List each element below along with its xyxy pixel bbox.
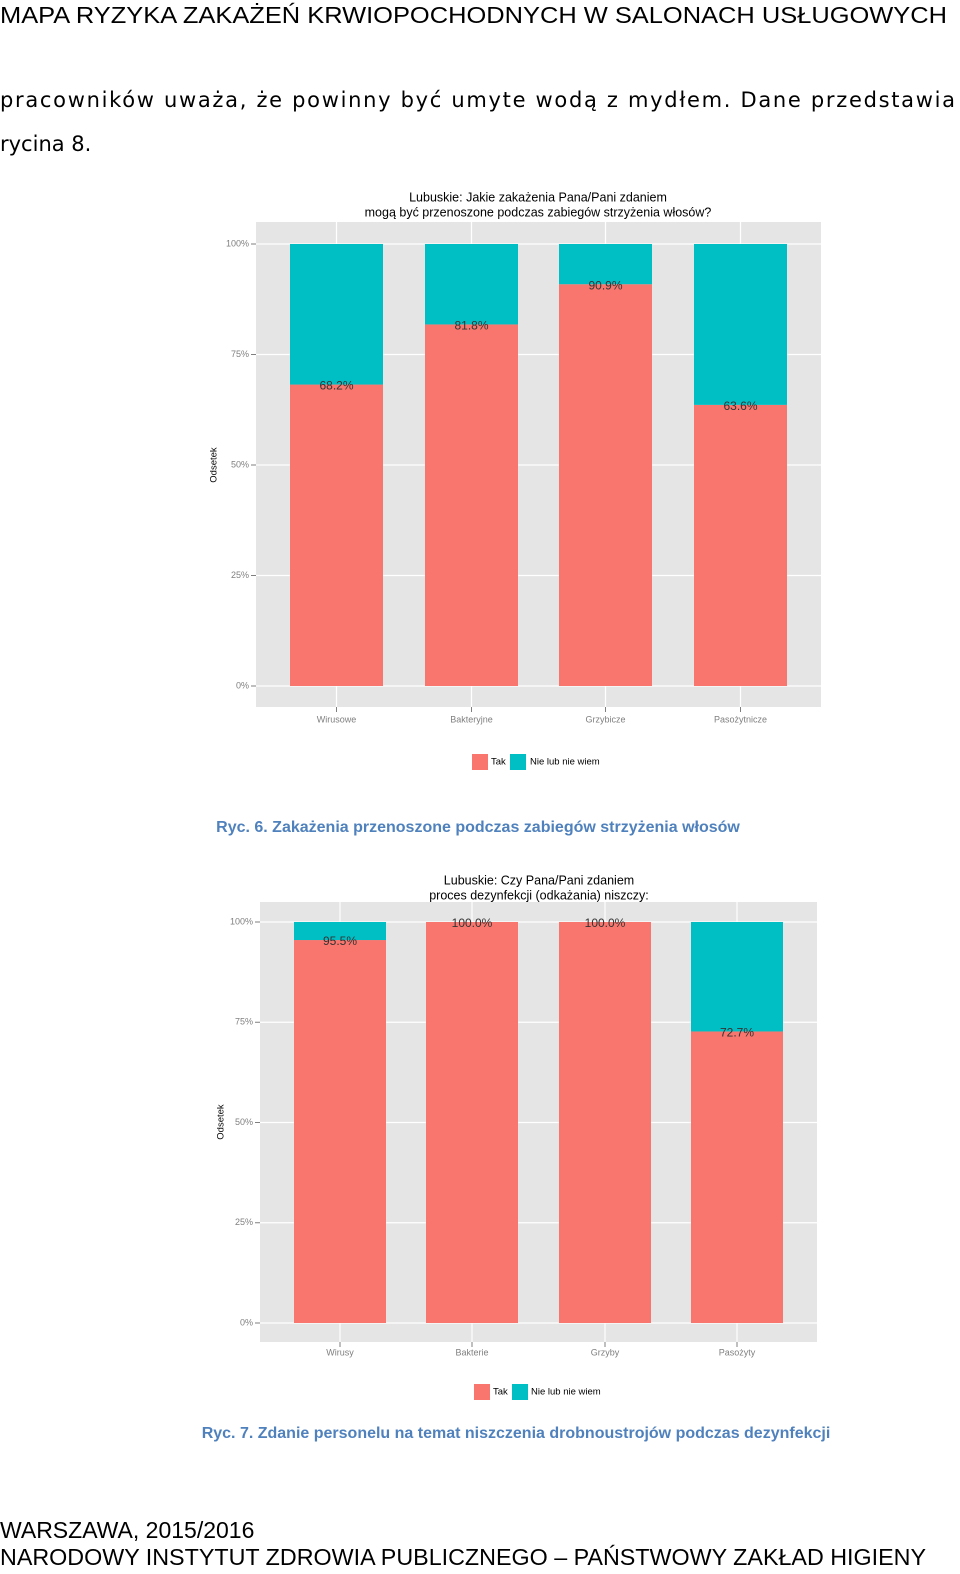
- legend-label: Nie lub nie wiem: [530, 757, 600, 768]
- bar-segment: [290, 384, 383, 686]
- bar-segment: [426, 922, 518, 1323]
- y-tick-label: 50%: [235, 1117, 253, 1127]
- value-label: 63.6%: [723, 399, 757, 413]
- value-label: 68.2%: [319, 379, 353, 393]
- legend-swatch: [510, 754, 526, 770]
- x-tick-label: Grzybicze: [585, 714, 625, 724]
- y-tick-label: 100%: [230, 916, 253, 926]
- x-tick-label: Wirusowe: [317, 714, 357, 724]
- bar-segment: [425, 324, 518, 686]
- y-tick-label: 25%: [235, 1217, 253, 1227]
- x-tick-label: Pasożyty: [719, 1347, 756, 1357]
- bar-segment: [425, 244, 518, 325]
- bar-segment: [294, 922, 386, 941]
- y-axis-label: Odsetek: [216, 1104, 227, 1140]
- bar-segment: [294, 940, 386, 1323]
- value-label: 81.8%: [454, 319, 488, 333]
- bar-segment: [559, 284, 652, 686]
- legend-swatch: [474, 1384, 490, 1400]
- value-label: 100.0%: [452, 916, 493, 930]
- y-tick-label: 75%: [231, 349, 249, 359]
- y-tick-label: 0%: [240, 1317, 253, 1327]
- value-label: 72.7%: [720, 1026, 754, 1040]
- x-tick-label: Bakterie: [455, 1347, 488, 1357]
- bar-segment: [559, 244, 652, 285]
- running-header: MAPA RYZYKA ZAKAŻEŃ KRWIOPOCHODNYCH W SA…: [0, 2, 947, 28]
- y-tick-label: 50%: [231, 459, 249, 469]
- value-label: 100.0%: [585, 916, 626, 930]
- legend-label: Nie lub nie wiem: [531, 1387, 601, 1398]
- legend-swatch: [512, 1384, 528, 1400]
- x-tick-label: Grzyby: [591, 1347, 620, 1357]
- chart-title: Lubuskie: Jakie zakażenia Pana/Pani zdan…: [409, 190, 667, 204]
- x-tick-label: Bakteryjne: [450, 714, 493, 724]
- y-axis-label: Odsetek: [209, 447, 220, 483]
- footer-line: WARSZAWA, 2015/2016: [0, 1517, 254, 1543]
- bar-segment: [691, 1031, 783, 1323]
- legend-swatch: [472, 754, 488, 770]
- y-tick-label: 100%: [226, 238, 249, 248]
- figure-caption: Ryc. 7. Zdanie personelu na temat niszcz…: [202, 1425, 831, 1442]
- bar-segment: [559, 922, 651, 1323]
- legend-label: Tak: [493, 1387, 508, 1398]
- bar-segment: [290, 244, 383, 385]
- chart-title: proces dezynfekcji (odkażania) niszczy:: [429, 888, 649, 902]
- value-label: 90.9%: [588, 278, 622, 292]
- bar-segment: [691, 922, 783, 1032]
- y-tick-label: 0%: [236, 680, 249, 690]
- paragraph-line: rycina 8.: [0, 132, 91, 156]
- figure-caption: Ryc. 6. Zakażenia przenoszone podczas za…: [216, 819, 740, 836]
- chart-title: Lubuskie: Czy Pana/Pani zdaniem: [444, 873, 634, 887]
- chart-title: mogą być przenoszone podczas zabiegów st…: [365, 205, 712, 219]
- paragraph-line: pracowników uważa, że powinny być umyte …: [0, 88, 955, 112]
- bar-segment: [694, 404, 787, 686]
- bar-segment: [694, 244, 787, 405]
- legend-label: Tak: [491, 757, 506, 768]
- x-tick-label: Wirusy: [326, 1347, 354, 1357]
- footer-line: NARODOWY INSTYTUT ZDROWIA PUBLICZNEGO – …: [0, 1544, 926, 1570]
- x-tick-label: Pasożytnicze: [714, 714, 767, 724]
- value-label: 95.5%: [323, 934, 357, 948]
- y-tick-label: 75%: [235, 1017, 253, 1027]
- y-tick-label: 25%: [231, 570, 249, 580]
